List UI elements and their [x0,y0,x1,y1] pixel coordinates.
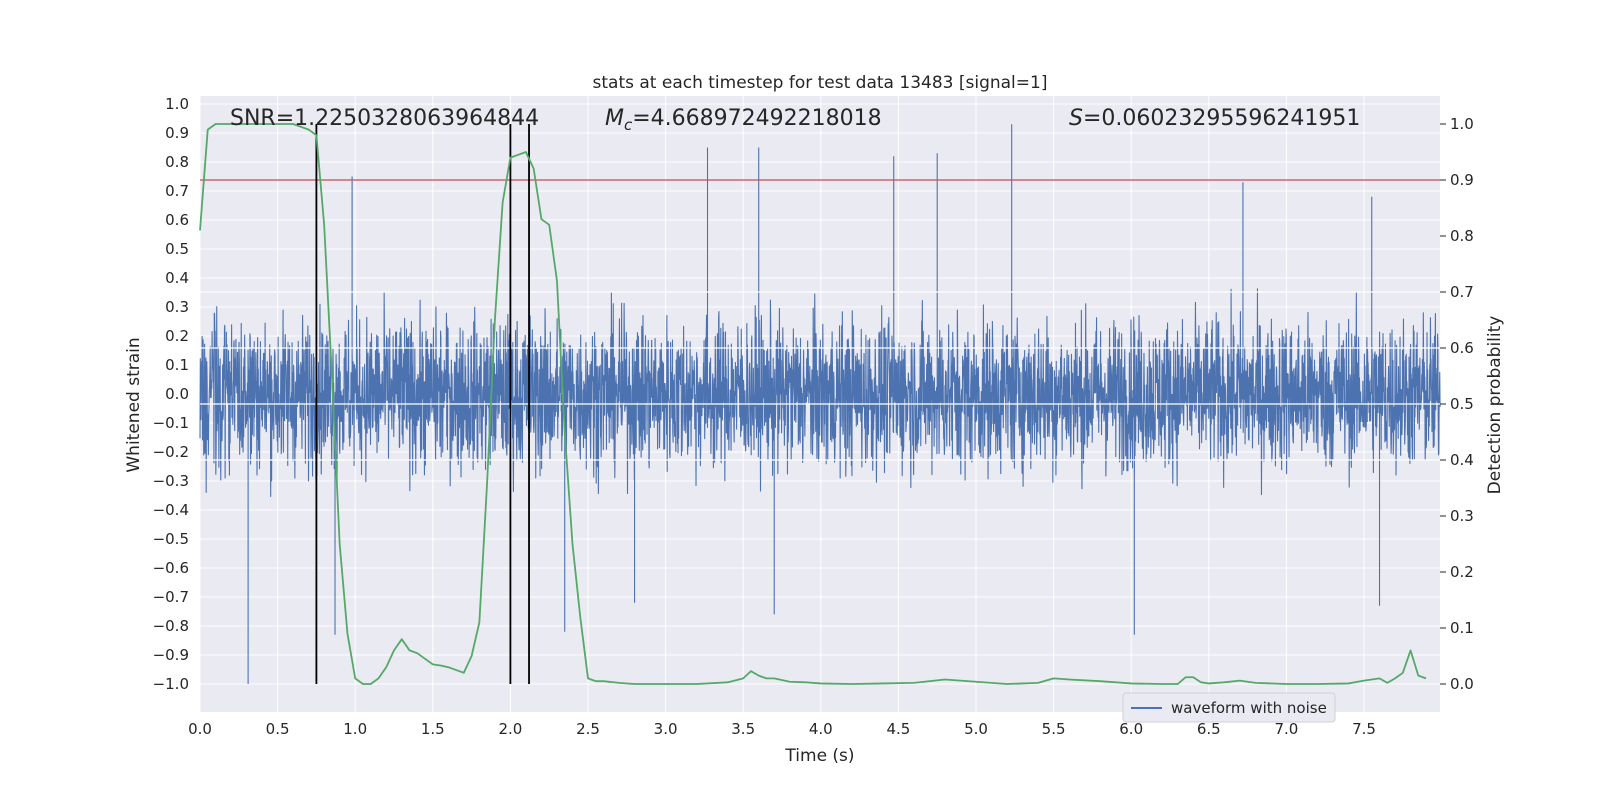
y-tick-label: −0.7 [153,588,189,606]
y-tick-label: 1.0 [165,95,189,113]
y2-tick-label: 0.7 [1450,283,1474,301]
x-tick-label: 3.5 [731,720,755,738]
x-tick-label: 5.0 [964,720,988,738]
y2-tick-label: 0.5 [1450,395,1474,413]
y-tick-label: 0.4 [165,269,189,287]
y2-tick-label: 0.3 [1450,507,1474,525]
x-axis-label: Time (s) [784,746,854,766]
axis-ticks: 0.0 0.5 1.0 1.5 2.0 2.5 3.0 3.5 4.0 4.5 5.0 5.5 6.0 6… [153,95,1474,738]
y2-tick-label: 0.9 [1450,171,1474,189]
y-tick-label: −0.3 [153,472,189,490]
y-tick-label: −0.8 [153,617,189,635]
chart-title: stats at each timestep for test data 134… [593,73,1048,93]
x-tick-label: 7.0 [1274,720,1298,738]
x-tick-label: 1.0 [343,720,367,738]
legend-entry: waveform with noise [1171,699,1327,717]
x-tick-label: 5.5 [1042,720,1066,738]
x-tick-label: 7.5 [1352,720,1376,738]
y2-tick-label: 0.1 [1450,619,1474,637]
s-annotation: S=0.06023295596241951 [1069,106,1360,131]
x-tick-label: 6.0 [1119,720,1143,738]
y-tick-label: 0.8 [165,153,189,171]
y-tick-label: −0.5 [153,530,189,548]
x-tick-label: 4.0 [809,720,833,738]
y2-tick-label: 0.0 [1450,675,1474,693]
y-tick-label: −0.1 [153,414,189,432]
y-tick-label: 0.1 [165,356,189,374]
y-axis-label: Whitened strain [124,337,144,472]
waveform-gap-lines [200,291,1440,461]
y-tick-label: 0.0 [165,385,189,403]
y-tick-label: 0.7 [165,182,189,200]
y-tick-label: 0.6 [165,211,189,229]
legend-box [1122,692,1336,723]
snr-annotation: SNR=1.2250328063964844 [230,106,539,131]
x-tick-label: 0.0 [188,720,212,738]
y2-tick-label: 1.0 [1450,115,1474,133]
y2-tick-label: 0.4 [1450,451,1474,469]
y-tick-label: −0.6 [153,559,189,577]
y-tick-label: −1.0 [153,675,189,693]
x-tick-label: 1.5 [421,720,445,738]
y-tick-label: 0.5 [165,240,189,258]
overlay-series [199,123,1440,685]
y2-tick-label: 0.8 [1450,227,1474,245]
mc-annotation: Mc=4.668972492218018 [605,106,882,134]
detection-probability-line [199,123,1427,685]
x-tick-label: 0.5 [266,720,290,738]
y-tick-label: 0.3 [165,298,189,316]
y2-tick-label: 0.2 [1450,563,1474,581]
y2-tick-label: 0.6 [1450,339,1474,357]
y-tick-label: −0.4 [153,501,189,519]
y-tick-label: 0.2 [165,327,189,345]
x-tick-label: 4.5 [886,720,910,738]
y-tick-label: −0.2 [153,443,189,461]
y2-axis-label: Detection probability [1485,316,1505,495]
legend: waveform with noise [1122,692,1336,723]
y-tick-label: 0.9 [165,124,189,142]
x-tick-label: 6.5 [1197,720,1221,738]
x-tick-label: 2.0 [498,720,522,738]
y-tick-label: −0.9 [153,646,189,664]
x-tick-label: 2.5 [576,720,600,738]
x-tick-label: 3.0 [654,720,678,738]
